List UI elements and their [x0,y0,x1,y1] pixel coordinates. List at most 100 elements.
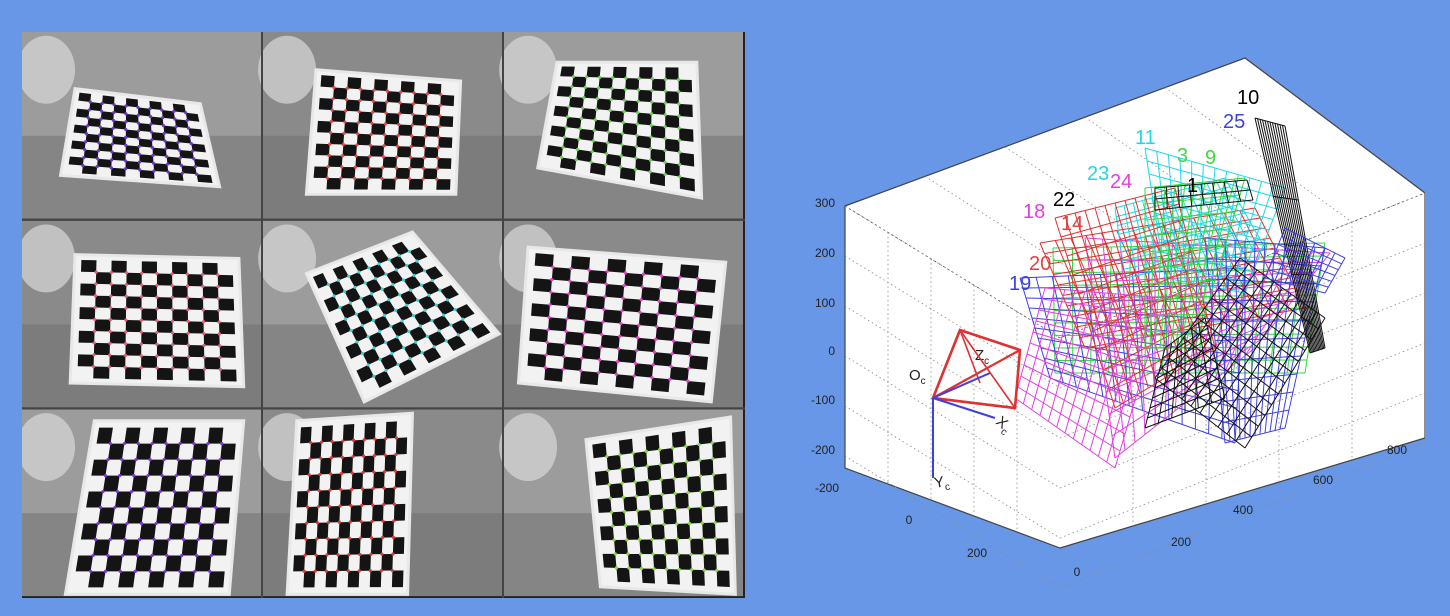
corner-marker [687,366,691,370]
corner-marker [123,353,128,358]
corner-marker [123,342,128,346]
corner-marker [385,89,389,93]
corner-marker [393,308,398,312]
corner-marker [654,337,658,342]
corner-marker [331,97,335,101]
corner-marker [352,438,356,442]
checker-square [560,66,575,77]
corner-marker [380,176,384,181]
corner-marker [162,131,166,135]
corner-marker [360,503,364,507]
corner-marker [384,340,388,345]
checker-square [571,76,587,88]
checker-square [202,262,218,275]
checker-square [581,345,601,360]
checker-square [141,332,157,345]
corner-marker [423,145,427,149]
corner-marker [580,356,584,360]
corner-marker [567,105,571,109]
checker-square [185,507,202,524]
corner-marker [186,343,190,347]
corner-marker [86,116,91,120]
corner-marker [571,75,575,79]
corner-marker [413,340,418,344]
corner-marker [329,456,334,460]
corner-marker [391,552,395,556]
checker-square [565,117,582,129]
checker-square [368,263,386,279]
corner-marker [659,477,663,482]
checker-square [211,539,228,556]
corner-marker [663,172,667,176]
corner-marker [712,489,716,493]
camera-origin-label: Oc [909,367,926,387]
corner-marker [582,331,586,335]
checker-square [156,344,173,357]
corner-marker [183,521,187,526]
calibration-photo-1 [22,32,261,219]
corner-marker [211,537,215,542]
corner-marker [623,271,627,275]
corner-marker [98,133,102,137]
corner-marker [167,537,171,542]
checker-square [665,138,680,153]
corner-marker [435,177,439,181]
checker-square [679,176,695,192]
corner-marker [408,288,413,292]
photo-hand [258,224,317,293]
checker-square [110,284,127,297]
checker-square [97,158,112,168]
corner-marker [170,331,175,335]
htick-400: 400 [1233,503,1253,517]
corner-marker [316,505,320,509]
checker-square [188,128,203,138]
corner-marker [357,270,361,274]
corner-marker [425,334,429,338]
checker-square [423,168,438,180]
corner-marker [209,553,213,558]
corner-marker [347,274,351,278]
checker-square [583,87,599,99]
corner-marker [303,553,307,557]
corner-marker [381,166,385,170]
corner-marker [394,166,398,170]
corner-marker [188,473,193,478]
checker-square [119,459,137,476]
corner-marker [344,98,349,102]
checker-square [592,140,608,154]
dtick-0: 0 [906,513,913,527]
corner-marker [425,102,429,107]
corner-marker [340,165,344,169]
checker-square [358,111,373,124]
checker-square [624,272,644,287]
checker-square [623,496,638,512]
corner-marker [340,154,345,158]
corner-marker [135,553,139,558]
checker-square [139,154,154,164]
checker-square [156,320,173,333]
checker-square [592,442,607,459]
photo-hand [499,413,558,482]
corner-marker [109,166,113,170]
checkerboard-poses [1014,117,1346,469]
checker-square [715,538,729,555]
checker-square [546,145,563,158]
checkerboard-edge [535,60,704,200]
corner-marker [612,538,616,542]
corner-marker [393,469,398,473]
corner-marker [619,154,623,158]
corner-marker [663,148,667,153]
corner-marker [118,569,122,574]
checker-square [109,355,126,368]
corner-marker [693,302,697,306]
vtick-minus-100: -100 [811,393,835,407]
corner-marker [355,340,359,344]
checker-square [679,264,700,279]
corner-marker [319,440,324,444]
checker-square [328,155,343,167]
checker-square [594,119,610,133]
checker-square [622,122,638,136]
corner-marker [346,569,350,573]
pattern-label-1: 1 [1187,175,1198,197]
checker-square [300,426,312,444]
